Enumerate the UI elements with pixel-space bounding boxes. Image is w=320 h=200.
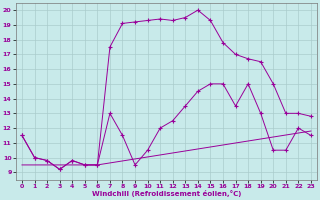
- X-axis label: Windchill (Refroidissement éolien,°C): Windchill (Refroidissement éolien,°C): [92, 190, 241, 197]
